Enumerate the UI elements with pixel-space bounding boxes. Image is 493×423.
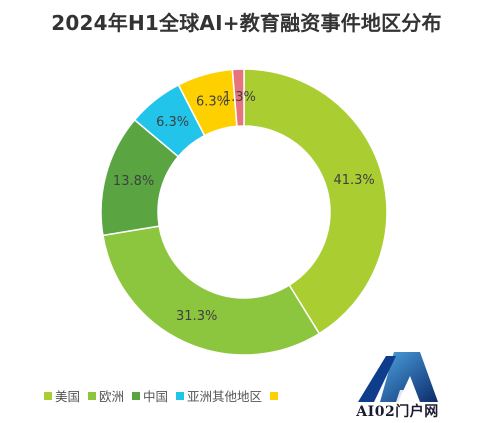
watermark-text: AI02门户网 <box>356 404 439 420</box>
data-label-yellow: 6.3% <box>196 94 229 109</box>
legend-swatch-europe <box>88 391 97 400</box>
donut-slice-us <box>243 68 388 335</box>
legend-item-us: 美国 <box>44 386 80 405</box>
legend-swatch-us <box>44 391 52 400</box>
data-label-us: 41.3% <box>333 173 374 188</box>
legend-label-china: 中国 <box>143 389 169 404</box>
watermark-logo: AI02门户网 <box>350 348 445 423</box>
legend-item-other-asia: 亚洲其他地区 <box>176 386 262 405</box>
donut-slice-pink <box>231 68 245 128</box>
donut-slice-europe <box>102 225 321 356</box>
legend-swatch-china <box>132 391 141 400</box>
data-label-europe: 31.3% <box>176 309 217 324</box>
logo-icon <box>358 352 438 402</box>
chart-title: 2024年H1全球AI+教育融资事件地区分布 <box>51 11 442 35</box>
chart-legend: 美国 欧洲 中国 亚洲其他地区 <box>44 386 289 405</box>
legend-item-yellow <box>270 391 281 400</box>
legend-item-china: 中国 <box>132 386 168 405</box>
data-label-china: 13.8% <box>113 174 154 189</box>
legend-swatch-yellow <box>270 391 279 400</box>
legend-label-other-asia: 亚洲其他地区 <box>187 389 263 404</box>
legend-label-europe: 欧洲 <box>99 389 125 404</box>
data-label-pink: 1.3% <box>223 90 256 105</box>
data-label-other-asia: 6.3% <box>156 115 189 130</box>
legend-item-europe: 欧洲 <box>88 386 124 405</box>
legend-swatch-other-asia <box>176 391 185 400</box>
legend-label-us: 美国 <box>55 389 81 404</box>
